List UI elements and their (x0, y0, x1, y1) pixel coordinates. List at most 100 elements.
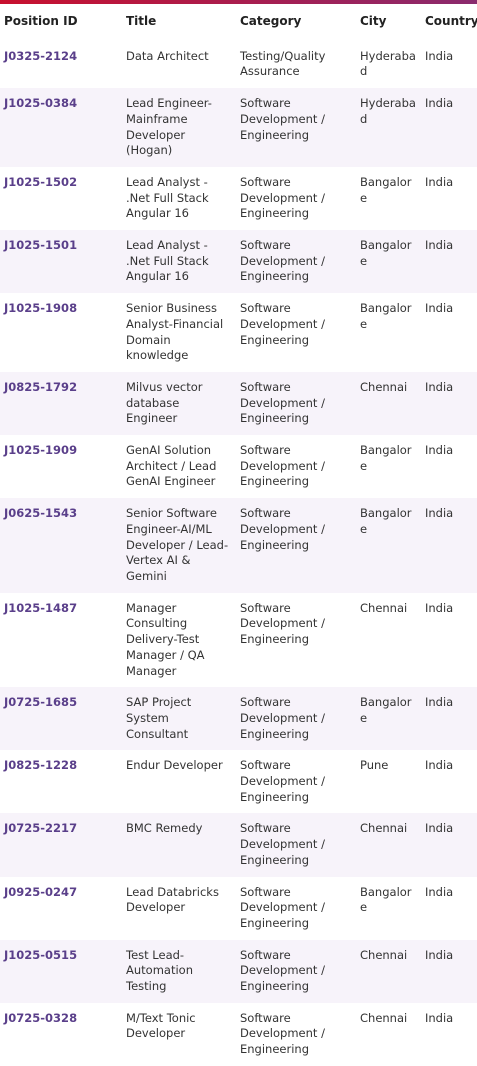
table-row[interactable]: J1025-1909 GenAI Solution Architect / Lea… (0, 435, 477, 498)
table-cell: Data Architect (126, 48, 209, 63)
table-cell: Bangalore (360, 695, 412, 725)
position-id[interactable]: J1025-1908 (4, 301, 78, 316)
table-cell: India (425, 443, 454, 458)
table-cell: Software Development / Engineering (240, 506, 325, 552)
accent-bar (0, 0, 477, 4)
table-row[interactable]: J0825-1792 Milvus vector database Enginee… (0, 371, 477, 436)
table-row[interactable]: J0825-1228 Endur Developer Software Develo… (0, 750, 477, 813)
table-cell: Software Development / Engineering (240, 96, 325, 142)
position-id[interactable]: J0325-2124 (4, 48, 78, 63)
position-id[interactable]: J1025-1501 (4, 238, 78, 253)
table-row[interactable]: J1025-1501 Lead Analyst - .Net Full Stack… (0, 230, 477, 294)
position-id[interactable]: J1025-1487 (4, 600, 78, 615)
table-row[interactable]: J1025-1908 Senior Business Analyst-Financ… (0, 293, 477, 372)
table-cell: Bangalore (360, 238, 412, 268)
table-cell: Chennai (360, 1010, 408, 1025)
table-cell: India (425, 301, 454, 316)
table-cell: Manager Consulting Delivery-Test Manager… (126, 600, 205, 678)
table-cell: Test Lead-Automation Testing (126, 947, 193, 994)
position-id[interactable]: J1025-0384 (4, 96, 78, 111)
table-cell: Software Development / Engineering (240, 695, 325, 741)
table-cell: M/Text Tonic Developer (126, 1010, 196, 1041)
table-row[interactable]: J1025-0515 Test Lead-Automation Testing So… (0, 939, 477, 1003)
table-row[interactable]: J0325-2124 Data Architect Testing/Quality … (0, 40, 477, 88)
table-row[interactable]: J1025-1487 Manager Consulting Delivery-Te… (0, 593, 477, 688)
table-cell: Software Development / Engineering (240, 443, 325, 489)
table-cell: India (425, 48, 454, 63)
table-cell: Testing/Quality Assurance (240, 48, 326, 79)
table-cell: Bangalore (360, 174, 412, 205)
table-row[interactable]: J1025-0384 Lead Engineer-Mainframe Develo… (0, 88, 477, 167)
table-cell: Bangalore (360, 884, 412, 915)
table-cell: Software Development / Engineering (240, 301, 325, 347)
table-cell: India (425, 379, 454, 394)
table-cell: Pune (360, 758, 389, 773)
table-cell: India (425, 947, 454, 962)
table-cell: India (425, 238, 454, 253)
table-cell: Lead Analyst - .Net Full Stack Angular 1… (126, 238, 209, 284)
position-id[interactable]: J0625-1543 (4, 506, 78, 521)
table-cell: India (425, 884, 454, 899)
table-cell: India (425, 821, 454, 836)
table-cell: Hyderabad (360, 96, 416, 126)
table-cell: Chennai (360, 379, 408, 394)
table-row[interactable]: J0725-2217 BMC Remedy Software Development… (0, 813, 477, 877)
column-header[interactable]: Position ID (4, 14, 78, 28)
column-header[interactable]: Country (425, 14, 477, 28)
table-cell: Endur Developer (126, 758, 223, 773)
table-row[interactable]: J0925-0247 Lead Databricks Developer Softw… (0, 877, 477, 940)
table-cell: Lead Engineer-Mainframe Developer (Hogan… (126, 96, 212, 158)
positions-table: Position ID Title Category City Country J032… (0, 4, 477, 1066)
position-id[interactable]: J0725-2217 (4, 821, 78, 836)
table-cell: Software Development / Engineering (240, 600, 325, 647)
position-id[interactable]: J0825-1228 (4, 758, 78, 773)
column-header[interactable]: Title (126, 14, 157, 28)
table-cell: Milvus vector database Engineer (126, 379, 203, 426)
table-cell: BMC Remedy (126, 821, 203, 836)
table-cell: Software Development / Engineering (240, 758, 325, 804)
table-cell: Lead Databricks Developer (126, 884, 219, 915)
table-cell: Bangalore (360, 301, 412, 331)
header-row: Position ID Title Category City Country (0, 4, 477, 40)
table-cell: Bangalore (360, 443, 412, 473)
table-cell: Software Development / Engineering (240, 947, 325, 994)
column-header[interactable]: Category (240, 14, 302, 28)
table-row[interactable]: J0725-0328 M/Text Tonic Developer Software… (0, 1003, 477, 1066)
table-cell: SAP Project System Consultant (126, 695, 192, 741)
table-cell: Bangalore (360, 506, 412, 536)
position-id[interactable]: J0725-1685 (4, 695, 78, 710)
table-cell: India (425, 758, 454, 773)
position-id[interactable]: J0925-0247 (4, 884, 78, 899)
table-row[interactable]: J0725-1685 SAP Project System Consultant S… (0, 687, 477, 751)
table-cell: Software Development / Engineering (240, 884, 325, 930)
table-cell: Senior Software Engineer-AI/ML Developer… (126, 506, 229, 583)
position-id[interactable]: J0725-0328 (4, 1010, 78, 1025)
position-id[interactable]: J1025-0515 (4, 947, 78, 962)
table-cell: Software Development / Engineering (240, 821, 325, 867)
table-cell: India (425, 600, 454, 615)
table-cell: GenAI Solution Architect / Lead GenAI En… (126, 443, 217, 489)
table-cell: Hyderabad (360, 48, 416, 79)
position-id[interactable]: J0825-1792 (4, 379, 78, 394)
table-cell: Lead Analyst - .Net Full Stack Angular 1… (126, 174, 209, 221)
table-cell: India (425, 1010, 454, 1025)
table-cell: Senior Business Analyst-Financial Domain… (126, 301, 224, 363)
table-cell: India (425, 506, 454, 521)
table-cell: Software Development / Engineering (240, 174, 325, 221)
table-cell: Software Development / Engineering (240, 238, 325, 284)
table-cell: Chennai (360, 600, 408, 615)
table-cell: Chennai (360, 821, 408, 836)
table-cell: Chennai (360, 947, 408, 962)
position-id[interactable]: J1025-1502 (4, 174, 78, 189)
table-row[interactable]: J0625-1543 Senior Software Engineer-AI/ML… (0, 498, 477, 593)
table-body: J0325-2124 Data Architect Testing/Quality … (0, 40, 477, 1066)
column-header[interactable]: City (360, 14, 387, 28)
table-cell: India (425, 174, 454, 189)
position-id[interactable]: J1025-1909 (4, 443, 78, 458)
table-cell: Software Development / Engineering (240, 379, 325, 426)
table-cell: Software Development / Engineering (240, 1010, 325, 1057)
table-cell: India (425, 96, 454, 111)
table-row[interactable]: J1025-1502 Lead Analyst - .Net Full Stack… (0, 167, 477, 230)
table-cell: India (425, 695, 454, 710)
